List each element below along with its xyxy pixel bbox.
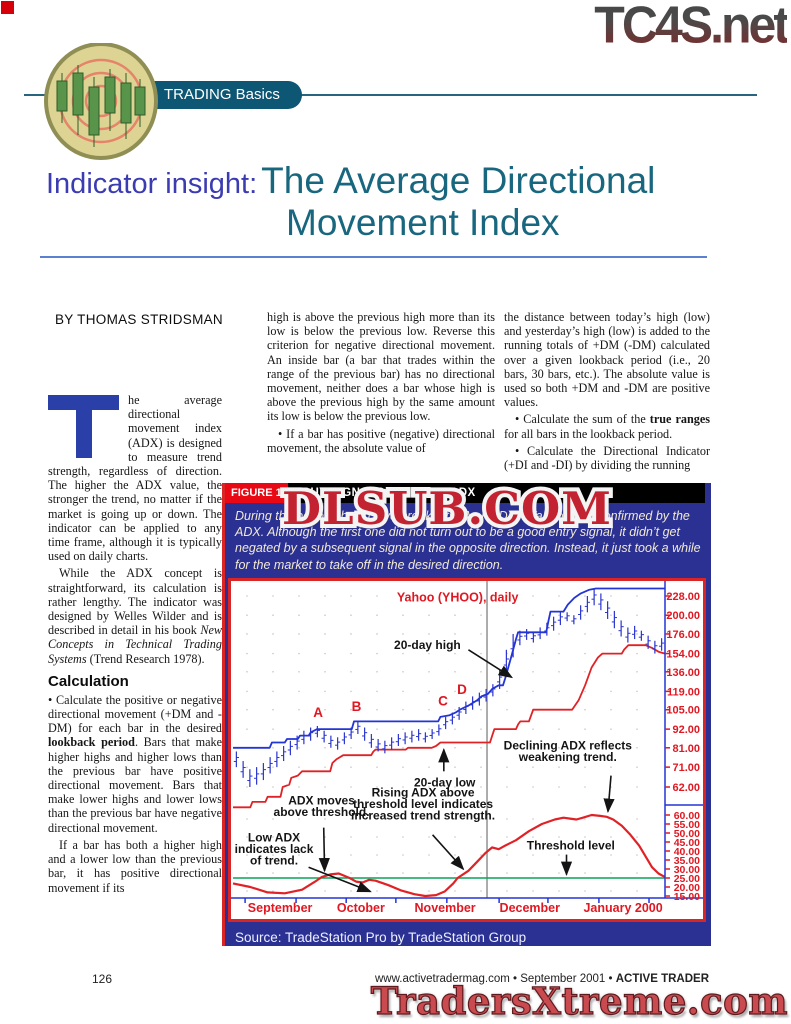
section-heading: Calculation: [48, 672, 129, 690]
svg-text:30.00: 30.00: [674, 864, 700, 876]
svg-text:136.00: 136.00: [666, 667, 700, 679]
article-column-2: high is above the previous high more tha…: [267, 310, 495, 458]
figure-label: FIGURE 1: [225, 483, 288, 503]
footer-magazine-name: ACTIVE TRADER: [615, 973, 709, 985]
svg-text:Rising ADX above: Rising ADX above: [372, 786, 475, 800]
svg-text:119.00: 119.00: [667, 686, 700, 698]
svg-text:D: D: [457, 682, 467, 697]
svg-text:20.00: 20.00: [674, 882, 700, 894]
svg-text:B: B: [352, 699, 362, 714]
svg-text:September: September: [248, 901, 313, 915]
section-rule-line: [24, 94, 757, 96]
svg-text:60.00: 60.00: [674, 810, 700, 822]
svg-text:154.00: 154.00: [666, 648, 700, 660]
price-adx-chart: 228.00 200.00 176.00 154.00 136.00 119.00 105.…: [231, 580, 703, 915]
svg-text:A: A: [313, 705, 323, 720]
article-title-line2: Movement Index: [286, 202, 560, 243]
dlsub-watermark: DLSUB.COM DLSUB.COM: [245, 478, 649, 539]
title-rule: [40, 256, 707, 258]
svg-text:November: November: [415, 901, 476, 915]
byline: BY THOMAS STRIDSMAN: [55, 312, 223, 327]
svg-text:October: October: [337, 901, 385, 915]
svg-text:Yahoo (YHOO), daily: Yahoo (YHOO), daily: [397, 590, 519, 604]
svg-text:62.00: 62.00: [672, 782, 700, 794]
article-title: Indicator insight: The Average Direction…: [46, 160, 655, 202]
svg-text:above threshold.: above threshold.: [274, 805, 370, 819]
figure-title: BUY SIGNALS WITH THE ADX: [287, 483, 705, 503]
svg-text:threshold level indicates: threshold level indicates: [353, 797, 493, 811]
svg-text:weakening trend.: weakening trend.: [518, 750, 617, 764]
footer-credit: www.activetradermag.com • September 2001…: [375, 973, 709, 985]
figure-1: FIGURE 1 BUY SIGNALS WITH THE ADX During…: [222, 483, 711, 946]
svg-text:indicates lack: indicates lack: [235, 842, 314, 856]
svg-text:Threshold level: Threshold level: [527, 838, 615, 852]
article-column-1: he average directional movement index (A…: [48, 393, 222, 898]
article-column-3: the distance between today’s high (low) …: [504, 310, 710, 475]
svg-text:50.00: 50.00: [674, 828, 700, 840]
dlsub-watermark-text: DLSUB.COM: [282, 482, 612, 535]
footer-site: www.activetradermag.com • September 2001…: [375, 973, 616, 985]
paragraph: • Calculate the positive or negative dir…: [48, 692, 222, 835]
chart-container: 228.00 200.00 176.00 154.00 136.00 119.00 105.…: [228, 577, 706, 922]
svg-text:40.00: 40.00: [674, 846, 700, 858]
article-title-prefix: Indicator insight:: [46, 168, 258, 200]
svg-text:C: C: [438, 693, 448, 708]
svg-text:45.00: 45.00: [674, 837, 700, 849]
drop-cap-T: [48, 395, 124, 458]
svg-text:Declining ADX reflects: Declining ADX reflects: [504, 739, 633, 753]
figure-source: Source: TradeStation Pro by TradeStation…: [235, 929, 527, 945]
paragraph: • If a bar has positive (negative) direc…: [267, 426, 495, 455]
paragraph: If a bar has both a higher high and a lo…: [48, 837, 222, 895]
corner-red-square: [1, 1, 14, 14]
article-title-line1: The Average Directional: [261, 160, 656, 201]
svg-text:December: December: [500, 901, 561, 915]
svg-text:200.00: 200.00: [666, 610, 700, 622]
svg-text:92.00: 92.00: [672, 724, 700, 736]
svg-text:81.00: 81.00: [672, 743, 700, 755]
figure-caption: During the period shown, two breakouts (…: [235, 509, 701, 572]
figure-header: FIGURE 1 BUY SIGNALS WITH THE ADX: [225, 483, 711, 503]
svg-text:55.00: 55.00: [674, 819, 700, 831]
tc4s-watermark: TC4S.net: [594, 0, 790, 55]
paragraph: he average directional movement index (A…: [48, 393, 222, 564]
tradersxtreme-watermark: TradersXtreme.com: [370, 978, 788, 1023]
svg-text:ADX moves: ADX moves: [288, 793, 355, 807]
paragraph: • Calculate the Directional Indicator (+…: [504, 443, 710, 473]
section-tab-label: TRADING Basics: [164, 86, 280, 103]
paragraph: • Calculate the sum of the true ranges f…: [504, 412, 710, 441]
svg-text:176.00: 176.00: [666, 629, 700, 641]
page-number: 126: [92, 972, 113, 986]
svg-text:Low ADX: Low ADX: [248, 831, 300, 845]
svg-text:105.00: 105.00: [666, 705, 700, 717]
svg-text:15.00: 15.00: [674, 891, 700, 903]
svg-text:71.00: 71.00: [672, 762, 700, 774]
svg-text:20-day low: 20-day low: [414, 775, 476, 789]
svg-text:of trend.: of trend.: [250, 854, 298, 868]
svg-text:20-day high: 20-day high: [394, 638, 461, 652]
paragraph: high is above the previous high more tha…: [267, 310, 495, 424]
svg-text:25.00: 25.00: [674, 873, 700, 885]
paragraph: the distance between today’s high (low) …: [504, 310, 710, 410]
svg-text:35.00: 35.00: [674, 855, 700, 867]
logo-candlesticks: [56, 65, 146, 147]
magazine-logo: [44, 43, 158, 160]
svg-text:increased trend strength.: increased trend strength.: [351, 809, 495, 823]
svg-text:228.00: 228.00: [666, 591, 700, 603]
svg-text:January 2000: January 2000: [583, 901, 662, 915]
dlsub-watermark-outline: DLSUB.COM: [278, 478, 615, 539]
paragraph: While the ADX concept is straightforward…: [48, 566, 222, 666]
